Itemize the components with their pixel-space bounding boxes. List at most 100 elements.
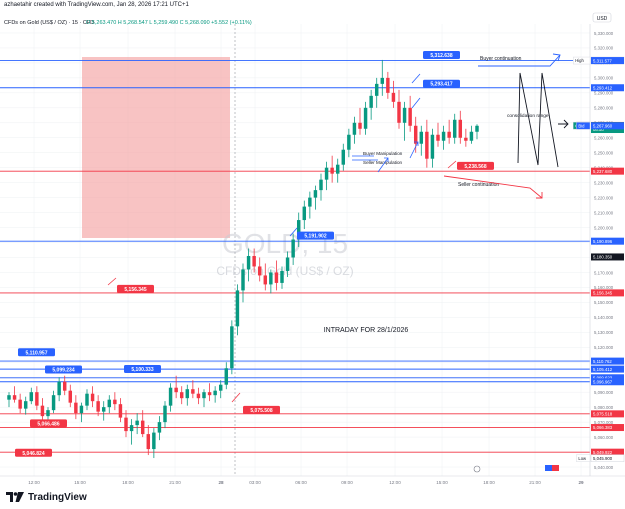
price-tag bbox=[591, 289, 624, 297]
candle-body bbox=[447, 131, 451, 138]
candle-body bbox=[29, 392, 34, 402]
price-tick-label: 5,070.000 bbox=[594, 420, 614, 425]
candle-body bbox=[202, 392, 206, 399]
time-tick-label: 21:00 bbox=[529, 480, 541, 485]
candle-body bbox=[191, 389, 195, 394]
time-tick-label: 06:00 bbox=[295, 480, 307, 485]
candle-body bbox=[335, 164, 340, 174]
chart-title: INTRADAY FOR 28/1/2026 bbox=[324, 327, 409, 334]
candle-body bbox=[475, 125, 479, 132]
level-label-box bbox=[117, 284, 154, 293]
candle-body bbox=[224, 368, 229, 385]
watermark-small: CFDs on Gold (US$ / OZ) bbox=[216, 264, 353, 278]
candle-body bbox=[185, 389, 190, 399]
level-label-box bbox=[124, 365, 161, 374]
time-tick-label: 21:00 bbox=[169, 480, 181, 485]
candle-body bbox=[257, 266, 262, 276]
candle-body bbox=[140, 420, 145, 435]
candle-body bbox=[363, 107, 368, 129]
price-tag bbox=[590, 454, 625, 462]
price-tag-name: High bbox=[575, 58, 584, 63]
price-tick-label: 5,200.000 bbox=[594, 225, 614, 230]
annotation-text: Seller continuation bbox=[458, 182, 499, 188]
price-axis[interactable]: 5,040.0005,050.0005,060.0005,070.0005,08… bbox=[573, 24, 625, 476]
price-tag-text: 5,075.518 bbox=[593, 412, 613, 417]
price-tag bbox=[591, 84, 624, 92]
price-tag-text: 5,049.922 bbox=[593, 450, 613, 455]
tradingview-logo[interactable]: TradingView bbox=[6, 490, 87, 504]
candle-body bbox=[124, 417, 128, 432]
level-label-text: 5,312.638 bbox=[430, 53, 452, 59]
candle-body bbox=[291, 239, 295, 258]
price-tag-text: 5,267.960 bbox=[593, 124, 613, 129]
candle-body bbox=[90, 393, 95, 402]
consolidation-zigzag bbox=[517, 72, 559, 168]
level-label-text: 5,075.508 bbox=[250, 408, 272, 414]
level-label-text: 5,046.824 bbox=[22, 451, 44, 457]
currency-button[interactable] bbox=[592, 12, 612, 23]
level-label-text: 5,238.568 bbox=[464, 164, 486, 170]
price-tag bbox=[591, 365, 624, 373]
level-label-text: 5,293.417 bbox=[430, 82, 452, 88]
price-tick-label: 5,210.000 bbox=[594, 210, 614, 215]
price-tag bbox=[591, 374, 624, 382]
candle-body bbox=[430, 134, 435, 159]
level-label-text: 5,099.234 bbox=[52, 367, 74, 373]
label-pointer bbox=[231, 392, 241, 403]
level-label-box bbox=[15, 448, 52, 457]
candle-body bbox=[7, 395, 11, 400]
time-tick-label: 15:00 bbox=[74, 480, 86, 485]
candle-body bbox=[152, 432, 156, 450]
candles bbox=[7, 59, 479, 459]
candle-body bbox=[23, 401, 28, 409]
candle-body bbox=[35, 392, 39, 406]
candle-body bbox=[441, 131, 446, 141]
price-tag-name: Bid bbox=[578, 124, 585, 129]
candle-body bbox=[464, 137, 468, 141]
candle-body bbox=[96, 401, 100, 412]
price-tick-label: 5,120.000 bbox=[594, 345, 614, 350]
price-tick-label: 5,230.000 bbox=[594, 180, 614, 185]
price-tag-text: 5,099.623 bbox=[593, 375, 613, 380]
candle-body bbox=[218, 384, 223, 391]
candle-body bbox=[62, 381, 67, 391]
tv-logo-icon bbox=[6, 492, 24, 502]
candle-body bbox=[391, 92, 396, 102]
level-label-box bbox=[423, 79, 460, 88]
time-tick-label: 18:00 bbox=[122, 480, 134, 485]
candle-body bbox=[425, 131, 429, 159]
candle-body bbox=[324, 167, 329, 180]
candle-body bbox=[246, 255, 251, 270]
candle-body bbox=[85, 393, 89, 406]
price-tag bbox=[591, 122, 624, 130]
candle-body bbox=[352, 122, 357, 135]
brand-text: TradingView bbox=[28, 491, 87, 503]
time-tick-label: 29 bbox=[578, 480, 584, 485]
candle-body bbox=[18, 399, 22, 409]
candle-body bbox=[319, 179, 323, 191]
candle-body bbox=[157, 422, 162, 433]
candle-body bbox=[213, 390, 217, 396]
price-tick-label: 5,320.000 bbox=[594, 46, 614, 51]
candle-body bbox=[163, 405, 167, 423]
price-tick-label: 5,330.000 bbox=[594, 31, 614, 36]
legend-symbol: CFDs on Gold (US$ / OZ) · 15 · CFD bbox=[4, 20, 94, 26]
chart[interactable]: GOLD, 15 CFDs on Gold (US$ / OZ) Buyer c… bbox=[0, 10, 625, 488]
price-tick-label: 5,040.000 bbox=[594, 465, 614, 470]
manipulation-lines bbox=[352, 155, 378, 161]
candle-body bbox=[280, 270, 284, 283]
level-labels: 5,312.638 5,293.417 5,238.568 5,191.902 5,15… bbox=[15, 50, 494, 457]
currency-label: USD bbox=[597, 16, 608, 22]
level-label-box bbox=[18, 348, 55, 357]
candle-body bbox=[402, 107, 407, 123]
price-tag bbox=[591, 253, 624, 261]
level-label-text: 5,066.486 bbox=[37, 421, 59, 427]
price-tag-text: 5,156.345 bbox=[593, 291, 613, 296]
price-tick-label: 5,300.000 bbox=[594, 76, 614, 81]
time-axis[interactable]: 12:00 15:00 18:00 21:00 28 03:00 06:00 09:00 12:… bbox=[0, 475, 625, 485]
candle-body bbox=[107, 399, 112, 408]
price-tag-text: 5,293.412 bbox=[593, 85, 613, 90]
price-tick-label: 5,220.000 bbox=[594, 195, 614, 200]
candle-body bbox=[12, 395, 17, 400]
flag-us-icon bbox=[545, 465, 552, 471]
